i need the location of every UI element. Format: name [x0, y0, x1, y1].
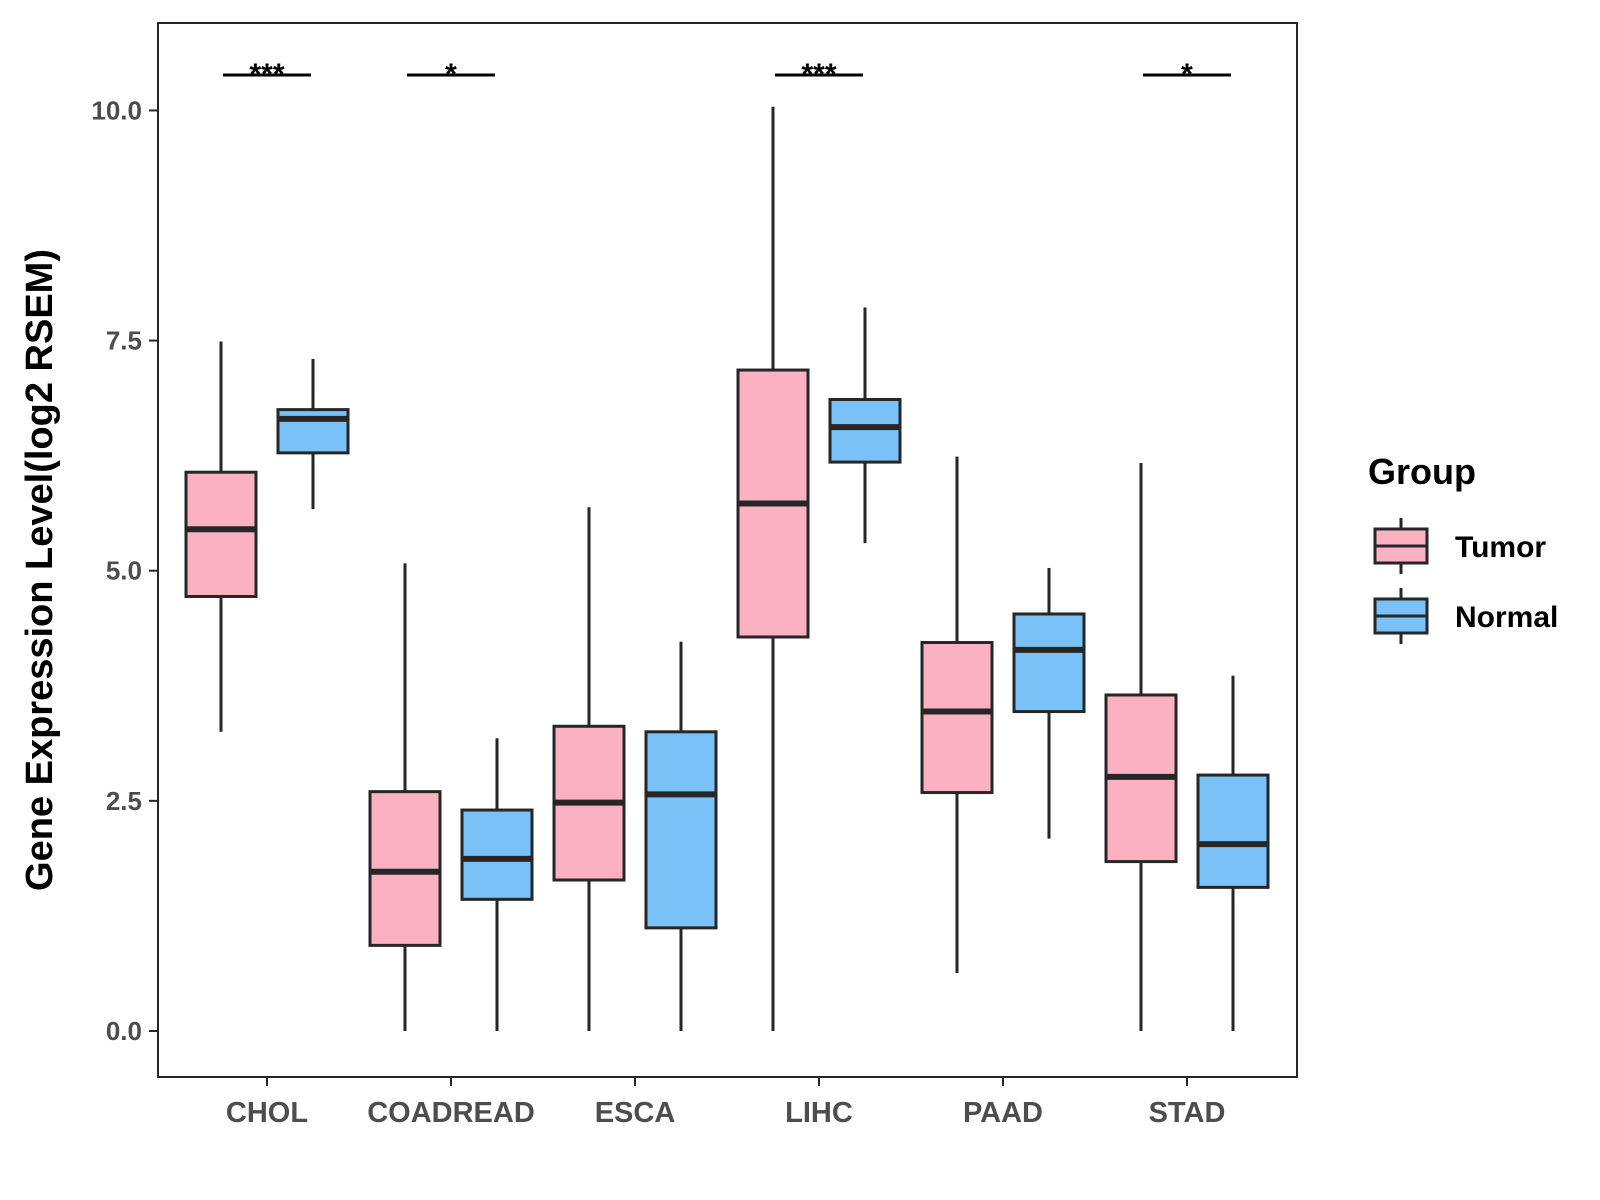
legend-entry-normal: Normal	[1373, 588, 1558, 644]
box-normal-lihc	[828, 307, 902, 544]
x-tick-label: CHOL	[226, 1097, 308, 1129]
legend-entry-tumor: Tumor	[1373, 518, 1546, 574]
significance-coadread: *	[407, 58, 495, 91]
box-tumor-lihc	[736, 106, 810, 1031]
y-tick-label: 7.5	[106, 326, 142, 356]
x-tick-label: PAAD	[963, 1097, 1043, 1129]
box-normal-paad	[1012, 567, 1086, 839]
x-tick-label: STAD	[1149, 1097, 1226, 1129]
y-tick-label: 10.0	[91, 95, 142, 125]
box-tumor-paad	[920, 456, 994, 973]
legend-label: Normal	[1455, 601, 1558, 634]
box-iqr	[1196, 773, 1270, 889]
box-tumor-esca	[552, 507, 626, 1031]
legend-label: Tumor	[1455, 531, 1546, 564]
significance-lihc: ***	[775, 58, 863, 91]
significance-label: *	[445, 58, 457, 91]
box-tumor-coadread	[368, 563, 442, 1031]
legend: Group Tumor Normal	[1368, 451, 1558, 644]
box-tumor-chol	[184, 341, 258, 732]
x-tick-label: ESCA	[595, 1097, 676, 1129]
y-axis-title: Gene Expression Level(log2 RSEM)	[19, 249, 61, 891]
y-tick-label: 2.5	[106, 786, 142, 816]
y-tick-label: 0.0	[106, 1016, 142, 1046]
y-tick-label: 5.0	[106, 556, 142, 586]
box-tumor-stad	[1104, 463, 1178, 1031]
box-normal-chol	[276, 358, 350, 510]
x-axis: CHOL COADREAD ESCA LIHC PAAD STAD	[226, 1077, 1225, 1129]
legend-title: Group	[1368, 451, 1476, 492]
box-iqr	[920, 641, 994, 795]
box-iqr	[184, 470, 258, 598]
significance-label: ***	[249, 58, 284, 91]
box-iqr	[1012, 612, 1086, 714]
significance-chol: ***	[223, 58, 311, 91]
box-iqr	[828, 397, 902, 464]
significance-stad: *	[1143, 58, 1231, 91]
box-normal-stad	[1196, 675, 1270, 1031]
box-normal-esca	[644, 641, 718, 1031]
significance-label: ***	[801, 58, 836, 91]
significance-layer: *** * *** *	[223, 58, 1231, 91]
x-tick-label: COADREAD	[367, 1097, 535, 1129]
box-iqr	[368, 790, 442, 947]
box-iqr	[460, 808, 534, 901]
box-normal-coadread	[460, 738, 534, 1031]
x-tick-label: LIHC	[785, 1097, 853, 1129]
y-axis: 0.0 2.5 5.0 7.5 10.0	[91, 95, 158, 1046]
significance-label: *	[1181, 58, 1193, 91]
boxes-layer	[184, 106, 1270, 1031]
box-iqr	[644, 730, 718, 930]
panel-border	[157, 22, 1298, 1078]
